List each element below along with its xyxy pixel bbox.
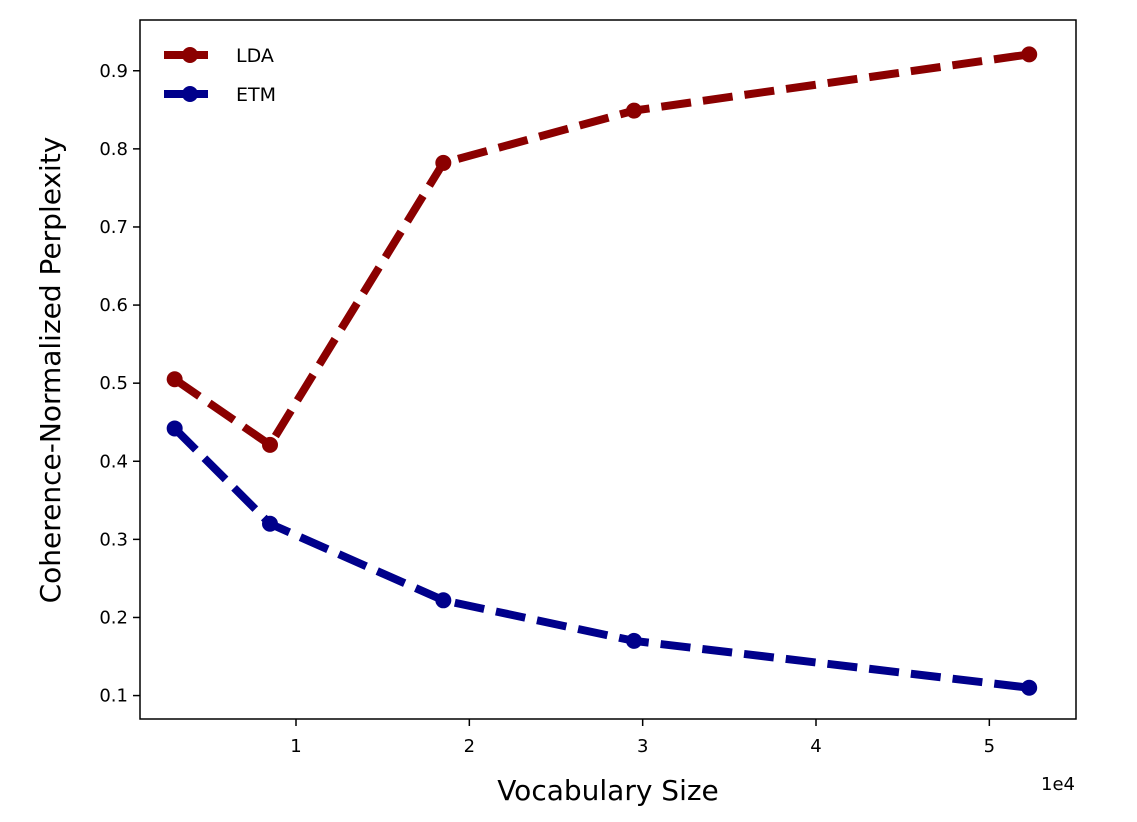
- y-tick-label: 0.5: [99, 373, 128, 394]
- x-tick-label: 2: [464, 736, 475, 757]
- x-tick-label: 3: [637, 736, 648, 757]
- x-tick-label: 5: [984, 736, 995, 757]
- x-tick-label: 4: [810, 736, 821, 757]
- y-tick-label: 0.2: [99, 607, 128, 628]
- legend-marker-etm: [182, 86, 198, 102]
- legend-marker-lda: [182, 47, 198, 63]
- x-axis-offset-label: 1e4: [1041, 774, 1075, 795]
- data-point-etm: [1021, 679, 1038, 696]
- x-axis-ticks: 1 2 3 4 5: [290, 719, 995, 757]
- data-point-lda: [1021, 46, 1038, 63]
- y-axis-ticks: 0.1 0.2 0.3 0.4 0.5 0.6 0.7 0.8 0.9: [99, 61, 140, 707]
- series-layer: [166, 46, 1038, 696]
- y-tick-label: 0.6: [99, 295, 128, 316]
- data-point-lda: [166, 371, 183, 388]
- legend: LDA ETM: [164, 45, 276, 106]
- legend-label-lda: LDA: [236, 45, 274, 67]
- y-tick-label: 0.8: [99, 139, 128, 160]
- x-axis-label: Vocabulary Size: [497, 774, 719, 807]
- data-point-etm: [166, 420, 183, 437]
- y-tick-label: 0.1: [99, 686, 128, 707]
- y-tick-label: 0.7: [99, 217, 128, 238]
- y-axis-label: Coherence-Normalized Perplexity: [34, 137, 67, 604]
- data-point-etm: [262, 515, 278, 532]
- data-point-etm: [435, 592, 452, 609]
- legend-label-etm: ETM: [236, 84, 276, 106]
- data-point-etm: [626, 632, 642, 649]
- data-point-lda: [435, 154, 452, 171]
- series-line-etm: [171, 425, 1030, 692]
- x-tick-label: 1: [290, 736, 301, 757]
- y-tick-label: 0.3: [99, 529, 128, 550]
- y-tick-label: 0.4: [99, 451, 128, 472]
- plot-frame: [139, 19, 1077, 720]
- data-point-lda: [262, 436, 278, 453]
- data-point-lda: [626, 102, 642, 119]
- y-tick-label: 0.9: [99, 61, 128, 82]
